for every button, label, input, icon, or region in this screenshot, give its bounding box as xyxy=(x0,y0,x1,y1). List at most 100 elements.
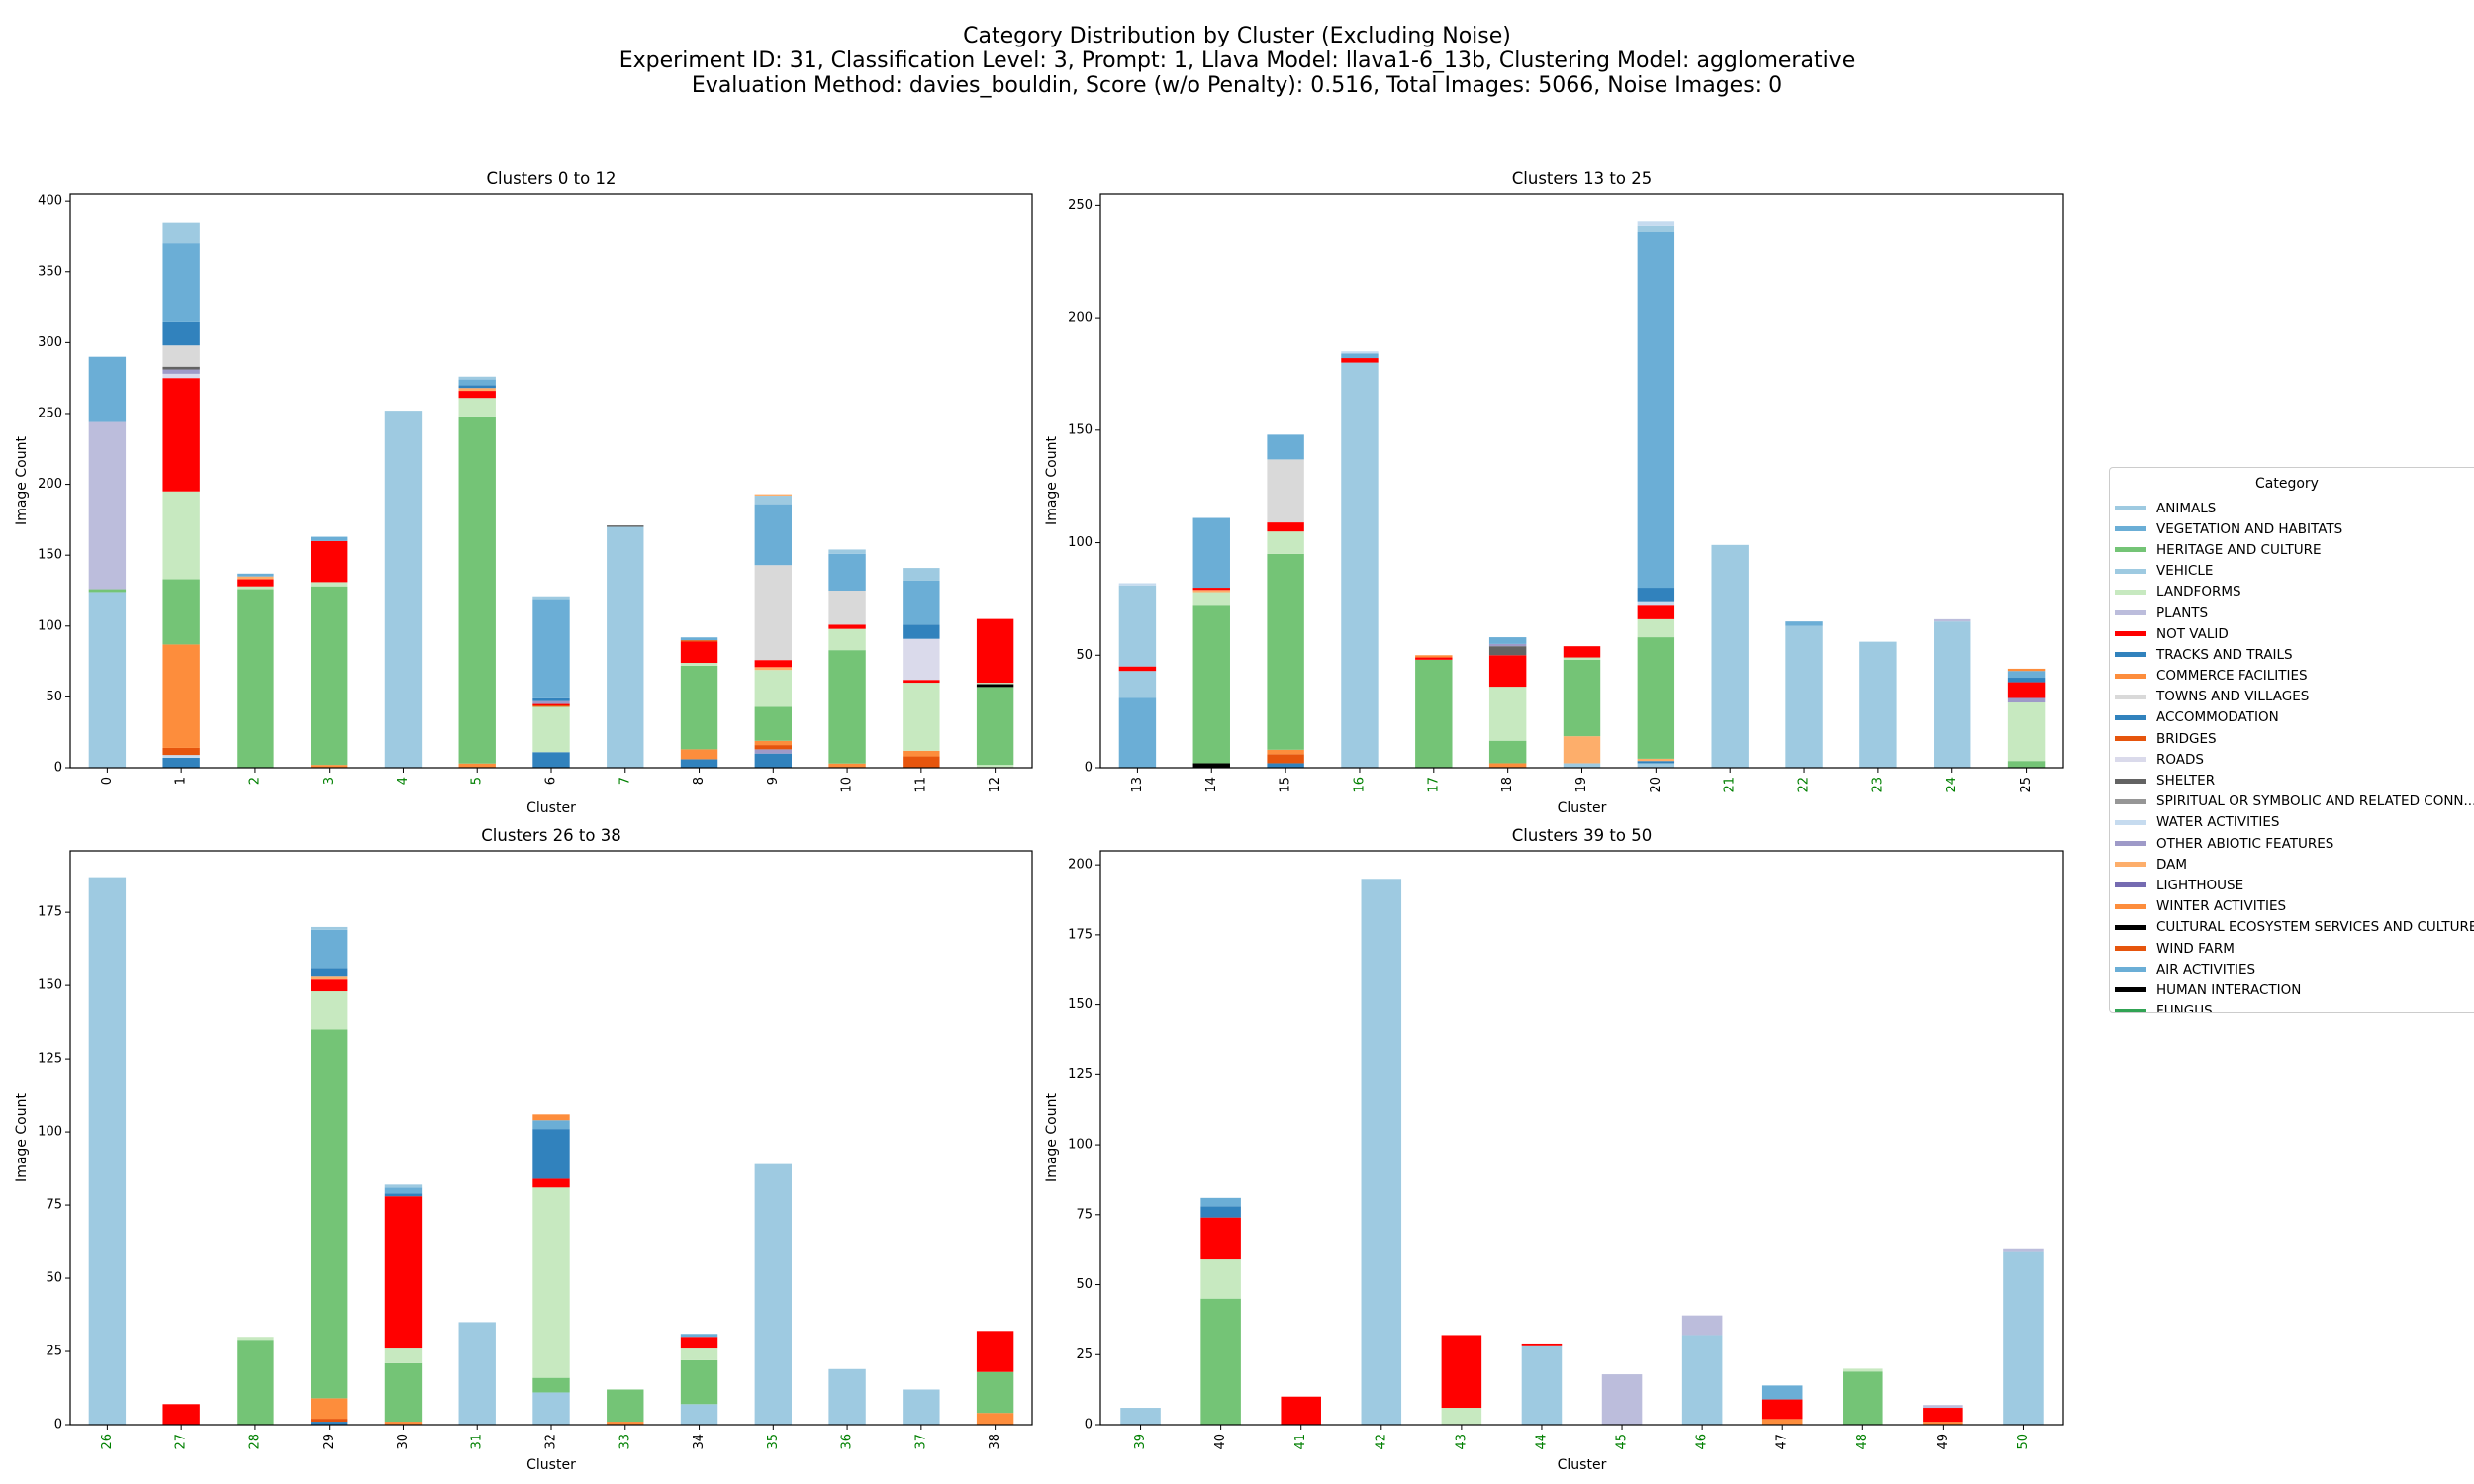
x-tick-label: 29 xyxy=(322,1434,336,1450)
figure-suptitle: Category Distribution by Cluster (Exclud… xyxy=(0,24,2474,98)
legend-label: ANIMALS xyxy=(2156,500,2217,516)
legend-label: LANDFORMS xyxy=(2156,584,2241,601)
bar-segment xyxy=(1341,358,1379,363)
legend-entry: BRIDGES xyxy=(2110,728,2474,749)
bar-segment xyxy=(754,740,792,746)
bar-segment xyxy=(532,697,570,701)
bar-segment xyxy=(1563,646,1601,658)
x-tick-label: 37 xyxy=(913,1434,928,1450)
bar-segment xyxy=(1934,618,1971,622)
bar-segment xyxy=(311,1419,348,1423)
bar-segment xyxy=(828,553,866,591)
y-tick-label: 50 xyxy=(1076,648,1093,663)
legend-entry: AIR ACTIVITIES xyxy=(2110,959,2474,979)
legend-swatch xyxy=(2115,946,2146,952)
x-axis-label: Cluster xyxy=(1558,1457,1607,1473)
bar-segment xyxy=(237,576,274,580)
bar-segment xyxy=(1488,655,1527,688)
bar-segment xyxy=(1934,621,1971,768)
legend-swatch xyxy=(2115,862,2146,868)
bar-segment xyxy=(532,596,570,600)
bar-segment xyxy=(162,491,200,580)
bar-segment xyxy=(1843,1368,1883,1372)
x-tick-label: 32 xyxy=(544,1434,559,1450)
subplot-title: Clusters 39 to 50 xyxy=(1512,826,1652,845)
bar-segment xyxy=(680,1359,718,1405)
x-tick-label: 43 xyxy=(1454,1434,1469,1450)
bar-segment xyxy=(1637,761,1675,764)
bar-segment xyxy=(162,378,200,492)
bar-segment xyxy=(1341,351,1379,354)
bar-segment xyxy=(1267,434,1304,460)
bar-segment xyxy=(1361,879,1402,1425)
bar-segment xyxy=(2007,702,2046,762)
y-tick-label: 200 xyxy=(38,477,62,492)
y-tick-label: 100 xyxy=(38,618,62,633)
bar-segment xyxy=(237,579,274,587)
legend-label: LIGHTHOUSE xyxy=(2156,877,2244,893)
x-tick-label: 46 xyxy=(1695,1434,1710,1450)
y-tick-label: 0 xyxy=(54,1418,62,1433)
bar-segment xyxy=(903,683,940,751)
bar-segment xyxy=(458,376,496,380)
bar-segment xyxy=(1192,605,1230,764)
y-tick-label: 0 xyxy=(1085,761,1093,776)
bar-segment xyxy=(1761,1385,1803,1400)
bar-segment xyxy=(1488,687,1527,741)
legend-entry: VEHICLE xyxy=(2110,561,2474,582)
legend-swatch xyxy=(2115,819,2146,825)
y-tick-label: 25 xyxy=(46,1345,62,1359)
bar-segment xyxy=(1488,637,1527,644)
bar-segment xyxy=(607,1422,644,1425)
bar-segment xyxy=(1923,1422,1963,1425)
bar-segment xyxy=(1200,1197,1241,1207)
y-tick-label: 50 xyxy=(46,690,62,704)
bar-segment xyxy=(1637,588,1675,602)
suptitle-line-2: Experiment ID: 31, Classification Level:… xyxy=(618,48,1856,73)
suptitle-line-3: Evaluation Method: davies_bouldin, Score… xyxy=(691,73,1783,98)
y-tick-label: 350 xyxy=(38,264,62,279)
legend-entry: WINTER ACTIVITIES xyxy=(2110,896,2474,917)
bar-segment xyxy=(1923,1405,1963,1409)
bar-segment xyxy=(1192,588,1230,591)
bar-segment xyxy=(162,321,200,346)
legend-entry: SHELTER xyxy=(2110,770,2474,790)
x-tick-label: 41 xyxy=(1293,1434,1308,1450)
y-tick-label: 300 xyxy=(38,335,62,350)
bar-segment xyxy=(2003,1248,2044,1252)
subplot-3: 26 27 28 29 30 31 32 33 34 35 36 37 38 0 25 50 75 100 125 1… xyxy=(14,826,1033,1473)
subplot-2: 13 14 15 16 17 18 19 20 21 22 23 24 2505010015020025… xyxy=(1044,169,2064,816)
bar-segment xyxy=(1637,763,1675,768)
legend-label: ACCOMMODATION xyxy=(2156,709,2279,726)
bar-segment xyxy=(1681,1315,1723,1336)
legend-swatch xyxy=(2115,987,2146,993)
x-tick-label: 14 xyxy=(1204,777,1219,793)
bar-segment xyxy=(532,1129,570,1179)
bar-segment xyxy=(1441,1335,1482,1409)
bar-segment xyxy=(903,750,940,757)
bar-segment xyxy=(458,416,496,764)
bar-segment xyxy=(1563,659,1601,737)
bar-segment xyxy=(754,496,792,505)
x-tick-label: 13 xyxy=(1130,777,1145,793)
bar-segment xyxy=(680,1334,718,1338)
axes-frame xyxy=(69,850,1033,1426)
bar-segment xyxy=(754,745,792,750)
legend-entry: VEGETATION AND HABITATS xyxy=(2110,518,2474,539)
bar-segment xyxy=(458,1322,496,1425)
bar-segment xyxy=(976,683,1014,685)
bar-segment xyxy=(1267,522,1304,532)
x-tick-label: 31 xyxy=(470,1434,485,1450)
bar-segment xyxy=(1267,763,1304,768)
legend-swatch xyxy=(2115,903,2146,909)
axes-frame xyxy=(1099,850,2064,1426)
legend-label: SHELTER xyxy=(2156,773,2216,789)
bar-segment xyxy=(680,665,718,750)
bar-segment xyxy=(903,680,940,684)
bar-segment xyxy=(162,644,200,748)
x-tick-label: 6 xyxy=(544,777,559,785)
bar-segment xyxy=(458,763,496,768)
y-tick-label: 200 xyxy=(1068,311,1093,325)
legend-swatch xyxy=(2115,757,2146,763)
bar-segment xyxy=(162,222,200,244)
